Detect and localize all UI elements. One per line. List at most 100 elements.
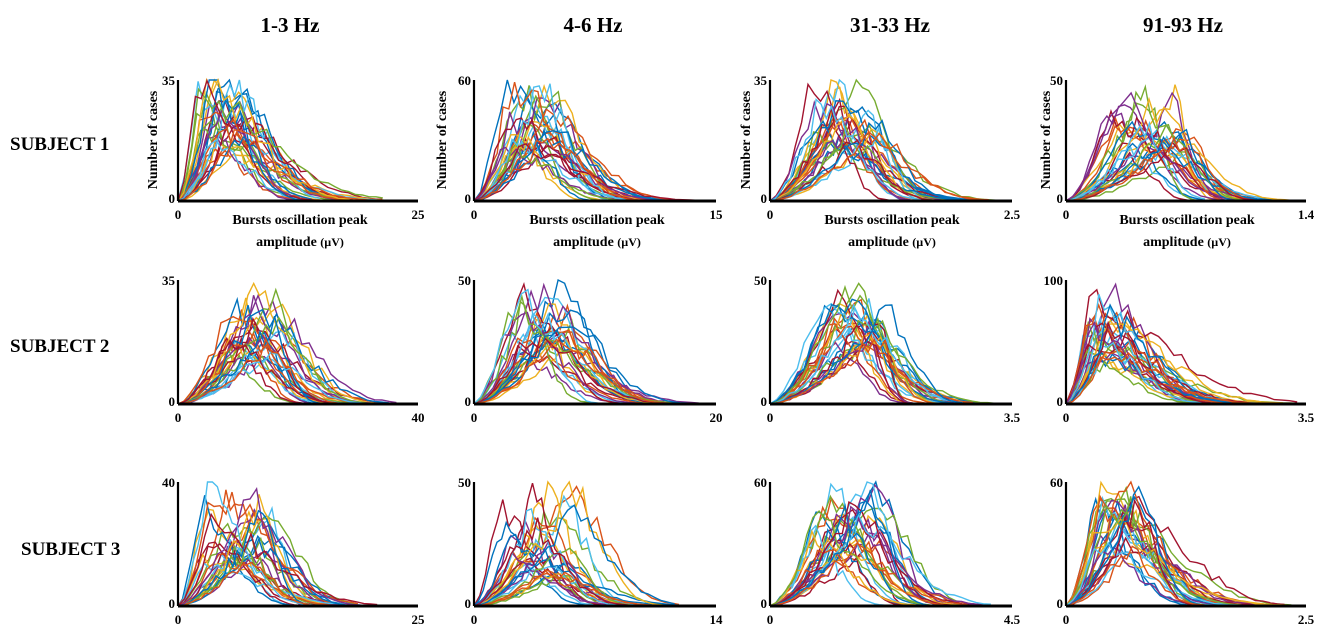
xlabel-line1-panel-3: Bursts oscillation peak <box>824 213 960 228</box>
xlabel-line2-panel-3: amplitude (µV) <box>848 235 936 250</box>
series-line <box>177 487 375 607</box>
panel-r3-c4: 0 60 0 2.5 <box>1050 475 1315 627</box>
series-line <box>769 319 960 405</box>
panel-r2-c1: 0 35 0 40 <box>162 273 425 425</box>
series-line <box>473 533 653 607</box>
series-line <box>473 83 638 202</box>
series-line <box>177 129 389 202</box>
x-tick-label-max: 15 <box>710 207 724 222</box>
y-tick-label-min: 0 <box>761 596 768 611</box>
panel-r2-c3: 0 50 0 3.5 <box>754 273 1021 425</box>
series-line <box>473 337 670 405</box>
column-title-4: 91-93 Hz <box>1143 13 1223 37</box>
y-tick-label-min: 0 <box>169 394 176 409</box>
series-line <box>1065 518 1270 607</box>
ylabel-panel-3: Number of cases <box>739 90 754 189</box>
series-line <box>1065 485 1222 607</box>
series-line <box>177 339 334 405</box>
y-tick-label-min: 0 <box>1057 596 1064 611</box>
x-tick-label-max: 2.5 <box>1004 207 1021 222</box>
series-line <box>473 574 610 607</box>
series-line <box>769 489 948 607</box>
x-tick-label-max: 4.5 <box>1004 612 1021 627</box>
x-tick-label-max: 2.5 <box>1298 612 1315 627</box>
series-line <box>473 137 645 202</box>
series-line <box>473 326 688 405</box>
panel-r2-c2: 0 50 0 20 <box>458 273 723 425</box>
x-tick-label-min: 0 <box>175 612 182 627</box>
series-line <box>177 87 383 202</box>
series-line <box>769 119 968 202</box>
series-line <box>769 82 960 202</box>
panel-r3-c3: 0 60 0 4.5 <box>754 475 1021 627</box>
x-tick-label-min: 0 <box>1063 612 1070 627</box>
series-line <box>769 98 924 202</box>
series-line <box>473 337 662 405</box>
y-tick-label-max: 100 <box>1044 273 1064 288</box>
x-tick-label-min: 0 <box>471 612 478 627</box>
series-line <box>177 100 383 202</box>
y-tick-label-max: 50 <box>1050 73 1063 88</box>
series-line <box>769 131 958 202</box>
series-line <box>473 504 675 607</box>
series-line <box>177 509 306 607</box>
row-title-1: SUBJECT 1 <box>10 134 109 155</box>
y-tick-label-min: 0 <box>465 191 472 206</box>
xlabel-word-panel-3: amplitude <box>848 235 909 250</box>
series-line <box>769 338 944 405</box>
panel-r1-c4: 0 50 0 1.4 <box>1050 73 1315 222</box>
x-tick-label-min: 0 <box>767 410 774 425</box>
series-line <box>177 79 312 202</box>
series-line <box>177 522 344 607</box>
y-tick-label-max: 50 <box>458 273 471 288</box>
series-line <box>769 325 974 405</box>
series-line <box>769 501 968 607</box>
series-line <box>1065 135 1221 202</box>
series-line <box>1065 120 1287 202</box>
x-tick-label-min: 0 <box>471 207 478 222</box>
row1-axis-labels: Number of cases Number of cases Number o… <box>146 90 1255 250</box>
xlabel-unit-panel-3: (µV) <box>912 235 936 249</box>
ylabel-panel-2: Number of cases <box>435 90 450 189</box>
y-tick-label-max: 50 <box>458 475 471 490</box>
series-line <box>177 153 384 202</box>
series-line <box>177 512 378 607</box>
series-line <box>473 288 677 405</box>
y-tick-label-max: 50 <box>754 273 767 288</box>
series-line <box>1065 303 1232 405</box>
xlabel-line1-panel-1: Bursts oscillation peak <box>232 213 368 228</box>
series-line <box>769 131 982 202</box>
column-title-1: 1-3 Hz <box>261 13 320 37</box>
row-title-2: SUBJECT 2 <box>10 336 109 357</box>
xlabel-word-panel-2: amplitude <box>553 235 614 250</box>
series-line <box>473 517 634 607</box>
series-line <box>473 569 656 607</box>
series-line <box>177 351 393 405</box>
x-tick-label-max: 3.5 <box>1004 410 1021 425</box>
xlabel-word-panel-1: amplitude <box>256 235 317 250</box>
x-tick-label-min: 0 <box>175 207 182 222</box>
x-tick-label-min: 0 <box>767 612 774 627</box>
row-title-3: SUBJECT 3 <box>21 539 120 560</box>
series-line <box>769 505 944 607</box>
series-line <box>473 294 680 405</box>
panel-r1-c3: 0 35 0 2.5 <box>754 73 1021 222</box>
series-line <box>769 298 976 405</box>
series-line <box>769 303 963 405</box>
x-tick-label-max: 25 <box>412 612 426 627</box>
y-tick-label-max: 35 <box>162 73 176 88</box>
series-line <box>177 561 316 607</box>
xlabel-line1-panel-2: Bursts oscillation peak <box>529 213 665 228</box>
series-line <box>473 480 678 607</box>
xlabel-line1-panel-4: Bursts oscillation peak <box>1119 213 1255 228</box>
y-tick-label-max: 35 <box>754 73 768 88</box>
x-tick-label-min: 0 <box>1063 207 1070 222</box>
y-tick-label-min: 0 <box>169 191 176 206</box>
x-tick-label-max: 20 <box>710 410 723 425</box>
x-tick-label-max: 40 <box>412 410 425 425</box>
series-line <box>177 536 352 607</box>
panel-r3-c2: 0 50 0 14 <box>458 475 723 627</box>
xlabel-unit-panel-4: (µV) <box>1207 235 1231 249</box>
series-line <box>473 571 656 607</box>
